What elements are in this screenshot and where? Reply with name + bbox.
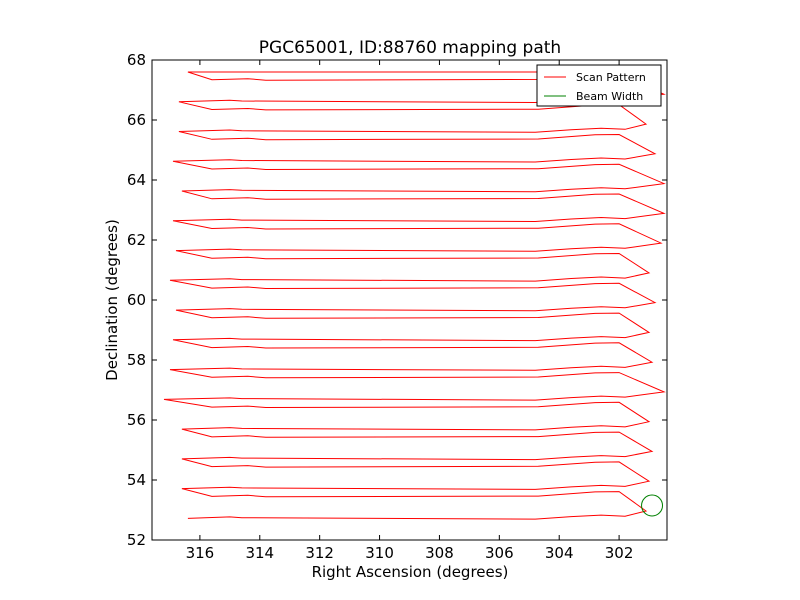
y-tick-label: 56 — [127, 411, 146, 429]
x-axis-label: Right Ascension (degrees) — [312, 563, 509, 581]
plot-data-layer — [163, 71, 666, 520]
y-tick-label: 52 — [127, 531, 146, 549]
x-tick-label: 306 — [485, 544, 514, 562]
y-tick-label: 62 — [127, 231, 146, 249]
y-tick-label: 58 — [127, 351, 146, 369]
legend: Scan Pattern Beam Width — [536, 64, 662, 107]
x-tick-label: 316 — [186, 544, 215, 562]
x-tick-label: 310 — [365, 544, 394, 562]
beam-width-circle — [641, 494, 664, 517]
y-tick-label: 68 — [127, 51, 146, 69]
chart-title: PGC65001, ID:88760 mapping path — [259, 38, 561, 58]
y-tick-label: 54 — [127, 471, 146, 489]
legend-box — [536, 64, 662, 107]
x-tick-label: 302 — [605, 544, 634, 562]
y-tick-label: 60 — [127, 291, 146, 309]
y-tick-label: 64 — [127, 171, 146, 189]
y-tick-label: 66 — [127, 111, 146, 129]
axis-ticks: 316 314 312 310 308 306 304 302 52 54 56 58 60 62 64 66… — [127, 51, 667, 562]
legend-beam-width-label: Beam Width — [576, 90, 643, 103]
legend-scan-pattern-label: Scan Pattern — [576, 71, 646, 84]
x-tick-label: 308 — [425, 544, 454, 562]
x-tick-label: 312 — [305, 544, 334, 562]
y-axis-label: Declination (degrees) — [103, 219, 121, 381]
x-tick-label: 304 — [545, 544, 574, 562]
scan-pattern-path — [163, 71, 666, 520]
x-tick-label: 314 — [245, 544, 274, 562]
